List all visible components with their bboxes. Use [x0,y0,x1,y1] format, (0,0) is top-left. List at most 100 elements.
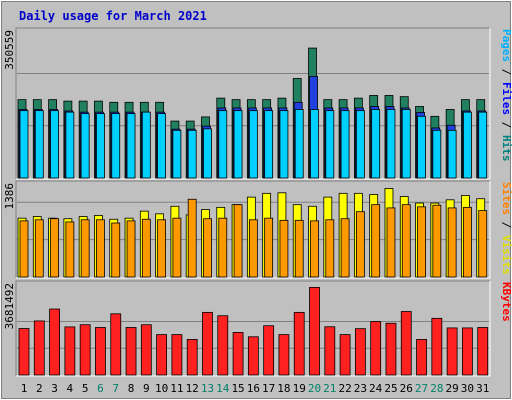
bar-sites-24 [371,204,381,278]
bar-pages-20 [310,109,319,179]
panel-border-light [16,28,491,180]
bar-sites-27 [417,206,426,278]
bar-sites-20 [310,220,319,278]
bar-kbytes-4 [64,326,76,376]
chart-title: Daily usage for March 2021 [19,9,207,23]
bar-sites-6 [96,219,105,278]
x-tick-label-8: 8 [128,382,135,395]
x-tick-label-17: 17 [262,382,275,395]
bar-kbytes-3 [49,308,60,376]
bar-sites-19 [294,219,304,278]
x-tick-label-16: 16 [247,382,260,395]
x-axis-labels: 1 2 3 4 5 6 7 8 9 10 11 12 13 14 15 16 17 18 19 20 21 22 23 24 2… [21,382,490,395]
bar-kbytes-28 [431,317,443,376]
bar-sites-1 [19,220,29,278]
panel-bottom: 3681492 KBytes [3,280,512,377]
x-tick-label-29: 29 [446,382,459,395]
bar-sites-8 [126,220,136,278]
bar-pages-4 [65,111,75,179]
bar-pages-1 [19,110,29,179]
x-tick-label-12: 12 [186,382,199,395]
legend-hits: Hits [500,135,512,162]
x-tick-label-20: 20 [308,382,321,395]
bar-kbytes-15 [232,332,244,376]
bar-kbytes-23 [354,328,366,376]
panel-border-dark [15,280,490,376]
bar-sites-30 [463,206,472,278]
x-tick-label-31: 31 [476,382,489,395]
bar-sites-22 [340,218,350,278]
bar-pages-16 [248,110,258,179]
bar-kbytes-27 [416,338,427,376]
panel-border-light [16,181,491,279]
bar-pages-29 [447,129,457,179]
bar-pages-11 [172,129,182,179]
bar-sites-5 [80,219,90,278]
bar-kbytes-24 [370,321,382,376]
bar-sites-25 [386,207,396,278]
y-tick-label-middle: 1386 [3,183,16,210]
bar-kbytes-21 [324,326,336,376]
x-tick-label-21: 21 [323,382,336,395]
chart-panels: 350559 Pages / Files / Hits 1386 Sites / Vi… [3,27,512,377]
bar-sites-21 [325,219,335,278]
bar-pages-30 [463,111,472,179]
panel-border-dark [15,27,490,179]
bar-kbytes-26 [400,311,412,376]
bar-sites-28 [432,204,442,278]
x-tick-label-4: 4 [67,382,74,395]
bar-kbytes-17 [263,325,275,376]
bar-sites-2 [34,219,44,278]
legend-sites: Sites [500,182,512,215]
x-tick-label-28: 28 [430,382,443,395]
bar-pages-10 [157,113,167,179]
bar-kbytes-6 [95,327,106,376]
panel-border-light [16,281,491,377]
y-tick-label-top: 350559 [3,30,16,70]
bar-pages-31 [478,111,488,179]
x-tick-label-25: 25 [384,382,397,395]
x-tick-label-13: 13 [201,382,214,395]
bar-kbytes-20 [309,286,320,376]
bar-sites-11 [172,217,182,278]
legend-middle: Sites / Visits [500,182,512,275]
bar-kbytes-2 [33,320,45,376]
bar-sites-10 [157,219,167,278]
x-tick-label-14: 14 [216,382,230,395]
bar-sites-12 [187,198,197,278]
bar-kbytes-25 [385,322,397,376]
bar-kbytes-13 [202,311,213,376]
x-tick-label-11: 11 [170,382,183,395]
x-tick-label-6: 6 [97,382,104,395]
x-tick-label-27: 27 [415,382,428,395]
bar-kbytes-7 [110,313,122,376]
x-tick-label-10: 10 [155,382,168,395]
bar-kbytes-30 [462,327,473,376]
panel-border-dark [15,180,490,278]
bar-pages-3 [50,110,59,179]
bar-sites-26 [401,204,411,278]
bar-pages-6 [96,113,105,179]
bar-kbytes-8 [125,327,137,376]
legend-separator: / [500,115,512,135]
x-tick-label-1: 1 [21,382,28,395]
bar-pages-22 [340,110,350,179]
bar-kbytes-19 [293,311,305,376]
legend-separator: / [500,62,512,82]
bar-sites-14 [218,217,228,278]
bar-pages-28 [432,129,442,179]
bar-kbytes-12 [186,338,198,376]
bar-pages-8 [126,113,136,179]
bar-kbytes-16 [247,336,259,376]
bar-pages-23 [355,110,365,179]
bar-kbytes-14 [217,315,229,376]
x-tick-label-22: 22 [338,382,351,395]
x-tick-label-19: 19 [293,382,306,395]
bar-pages-9 [141,111,151,179]
x-tick-label-2: 2 [36,382,43,395]
x-tick-label-3: 3 [51,382,58,395]
x-tick-label-23: 23 [354,382,367,395]
legend-visits: Visits [500,235,512,275]
bar-sites-23 [355,211,365,278]
legend-separator: / [500,215,512,235]
